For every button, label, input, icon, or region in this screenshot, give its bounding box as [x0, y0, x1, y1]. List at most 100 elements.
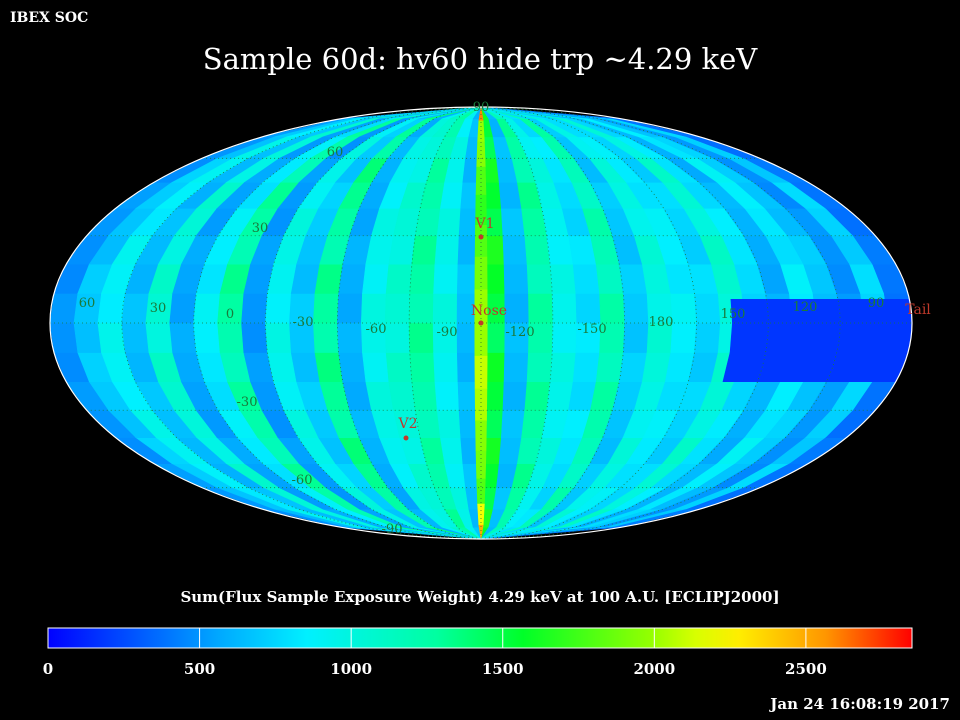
longitude-label: -30 — [293, 315, 314, 330]
marker-dot — [478, 320, 484, 326]
heatmap-cell — [595, 263, 624, 294]
heatmap-cell — [313, 322, 339, 353]
heatmap-cell — [524, 235, 551, 265]
heatmap-cell — [338, 263, 367, 294]
heatmap-cell — [97, 322, 126, 353]
heatmap-cell — [362, 263, 390, 294]
heatmap-cell — [503, 263, 529, 294]
heatmap-cell — [408, 322, 434, 353]
marker-label: V2 — [397, 416, 417, 432]
latitude-label: 30 — [252, 221, 269, 236]
heatmap-cell — [730, 299, 912, 324]
heatmap-cell — [440, 182, 464, 209]
heatmap-cell — [434, 235, 460, 265]
heatmap-cell — [436, 409, 462, 438]
latitude-label: 90 — [473, 100, 490, 115]
heatmap-cell — [241, 322, 268, 353]
marker-label: Tail — [905, 302, 931, 318]
colorbar-tick-label: 2000 — [633, 660, 675, 678]
heatmap-cell — [575, 293, 602, 324]
longitude-label: -60 — [366, 322, 387, 337]
heatmap-cell — [694, 322, 721, 353]
latitude-label: -30 — [237, 395, 258, 410]
heatmap-cell — [670, 322, 697, 353]
longitude-line — [480, 107, 626, 539]
heatmap-cell — [338, 352, 367, 383]
heatmap-cell — [73, 322, 102, 353]
heatmap-cell — [722, 352, 912, 383]
heatmap-cell — [474, 256, 488, 291]
longitude-line — [480, 107, 841, 539]
heatmap-cell — [384, 293, 411, 324]
heatmap-cell — [549, 263, 577, 294]
marker-dot — [403, 435, 409, 441]
heatmap-cell — [193, 322, 221, 353]
heatmap-cell — [500, 208, 526, 237]
marker-dot — [478, 234, 484, 240]
heatmap-cell — [411, 235, 438, 265]
heatmap-cell — [241, 293, 268, 324]
heatmap-cell — [217, 322, 245, 353]
colorbar — [47, 627, 913, 649]
heatmap-cell — [599, 293, 625, 324]
longitude-label: 120 — [793, 300, 818, 315]
longitude-label: 30 — [150, 301, 167, 316]
heatmap-cell — [503, 352, 529, 383]
heatmap-cell — [169, 293, 197, 324]
colorbar-title: Sum(Flux Sample Exposure Weight) 4.29 ke… — [180, 588, 780, 606]
heatmap-cell — [265, 293, 292, 324]
heatmap-cell — [97, 293, 126, 324]
heatmap-cell — [440, 437, 464, 464]
colorbar-tick-label: 2500 — [785, 660, 827, 678]
heatmap-cell — [432, 293, 458, 324]
heatmap-cell — [504, 293, 530, 324]
heatmap-cell — [388, 381, 416, 411]
heatmap-cell — [524, 381, 551, 411]
heatmap-cell — [337, 322, 363, 353]
heatmap-cell — [551, 293, 578, 324]
heatmap-cell — [474, 388, 488, 421]
heatmap-cell — [474, 355, 488, 390]
heatmap-cell — [572, 263, 600, 294]
longitude-label: -120 — [505, 325, 534, 340]
longitude-label: 150 — [721, 307, 746, 322]
map-border — [49, 106, 913, 540]
heatmap-cell — [193, 293, 221, 324]
heatmap-cell — [528, 293, 554, 324]
heatmap-cell — [623, 293, 649, 324]
heatmap-cell — [121, 322, 150, 353]
latitude-label: 60 — [327, 145, 344, 160]
heatmap-cell — [411, 381, 438, 411]
heatmap-cell — [337, 293, 363, 324]
heatmap-cell — [526, 263, 553, 294]
heatmap-cell — [595, 352, 624, 383]
chart-title: Sample 60d: hv60 hide trp ~4.29 keV — [202, 42, 758, 76]
heatmap-cell — [385, 352, 413, 383]
heatmap-cell — [408, 293, 434, 324]
heatmap-cell — [409, 263, 436, 294]
timestamp: Jan 24 16:08:19 2017 — [770, 695, 950, 713]
heatmap-cell — [480, 107, 622, 120]
heatmap-cell — [314, 352, 344, 383]
heatmap-cell — [409, 352, 436, 383]
heatmap-cell — [549, 352, 577, 383]
heatmap-cell — [478, 524, 484, 539]
heatmap-cell — [145, 322, 173, 353]
longitude-label: -150 — [577, 322, 606, 337]
heatmap-cell — [385, 263, 413, 294]
heatmap-cell — [433, 263, 459, 294]
heatmap-cell — [314, 263, 344, 294]
longitude-label: 60 — [79, 296, 96, 311]
colorbar-tick-label: 0 — [43, 660, 53, 678]
heatmap-cell — [623, 322, 649, 353]
marker-label: V1 — [474, 216, 494, 232]
heatmap-cell — [433, 352, 459, 383]
heatmap-cell — [388, 235, 416, 265]
heatmap-cell — [384, 322, 411, 353]
heatmap-cell — [360, 293, 387, 324]
longitude-line — [480, 107, 554, 539]
colorbar-tick-label: 500 — [184, 660, 215, 678]
heatmap-cell — [50, 293, 79, 324]
marker-label: Nose — [471, 303, 507, 319]
heatmap-cell — [572, 352, 600, 383]
